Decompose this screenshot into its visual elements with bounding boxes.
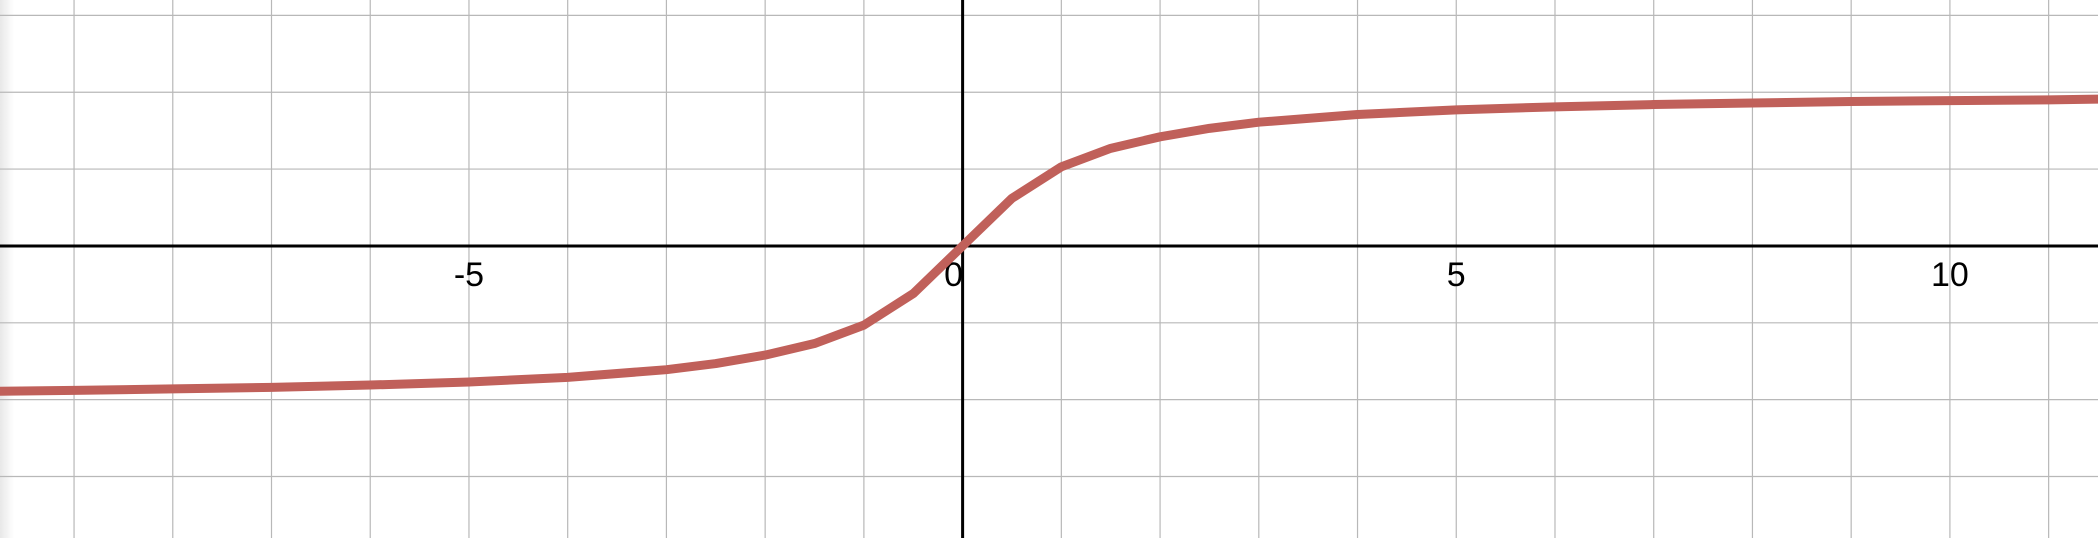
x-tick-label: 5	[1447, 256, 1466, 294]
plot-curves	[0, 94, 2098, 396]
left-edge-shadow	[0, 0, 14, 538]
function-curve[interactable]	[0, 94, 2098, 396]
tick-labels: -5 0 5 10	[454, 256, 1969, 294]
x-tick-label: 10	[1931, 256, 1969, 294]
x-tick-label: -5	[454, 256, 484, 294]
